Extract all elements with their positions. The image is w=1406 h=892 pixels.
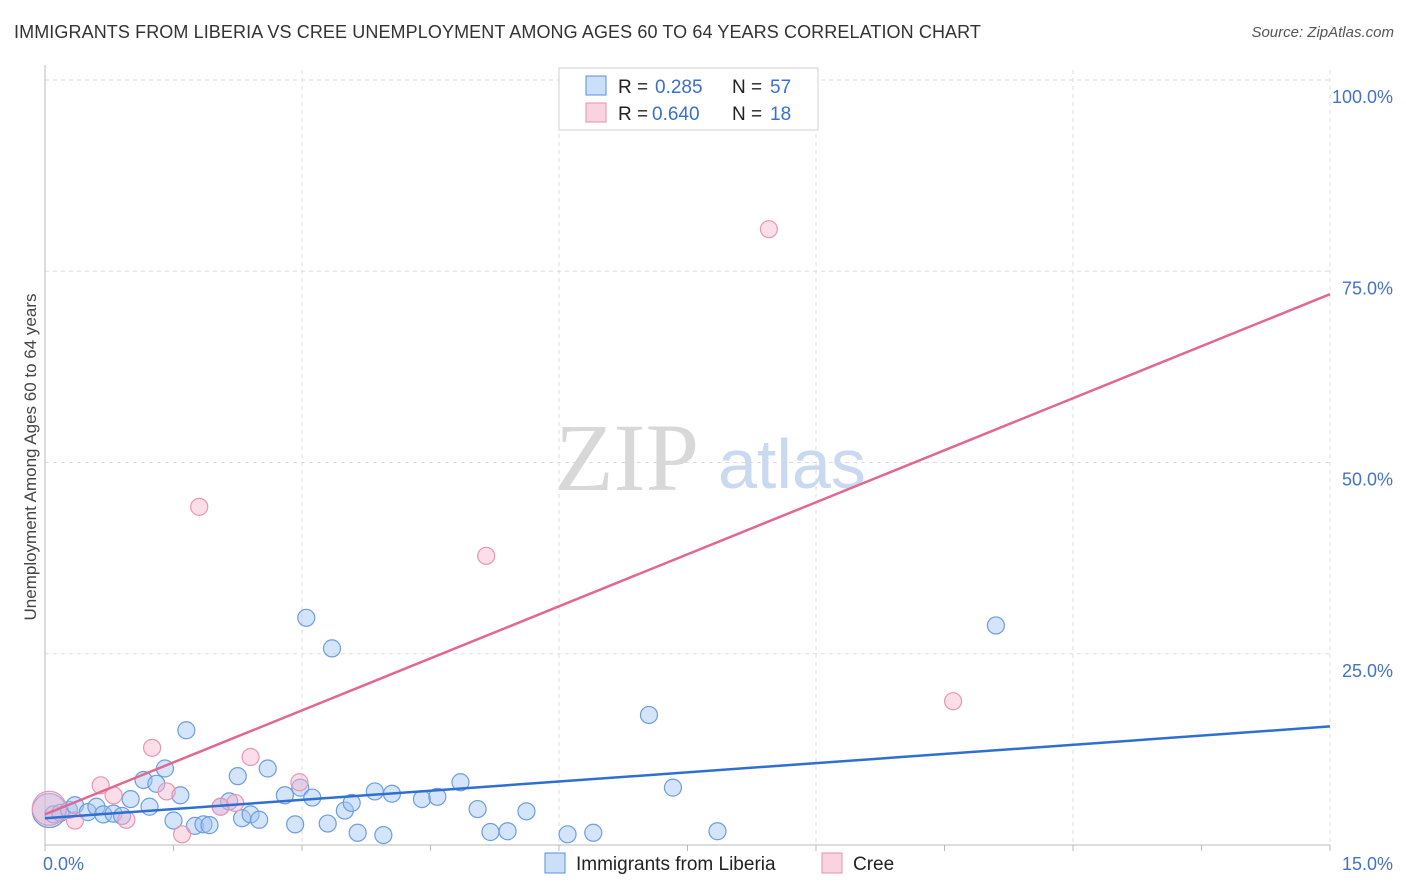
chart-title: IMMIGRANTS FROM LIBERIA VS CREE UNEMPLOY… (14, 22, 982, 42)
liberia-point (194, 815, 213, 834)
liberia-trend-line (44, 725, 1331, 820)
liberia-point (322, 639, 342, 658)
legend-n-label-blue: N = (732, 77, 762, 98)
liberia-point (121, 789, 140, 809)
legend-r-label-pink: R = (618, 104, 648, 125)
cree-point (759, 220, 778, 239)
liberia-point (428, 787, 447, 806)
y-tick-label: 50.0% (1342, 470, 1393, 490)
liberia-point (498, 822, 517, 841)
liberia-point (374, 825, 393, 845)
x-tick-label: 0.0% (43, 854, 84, 874)
liberia-point (275, 786, 294, 805)
liberia-point (228, 767, 247, 786)
legend-r-value-pink: 0.640 (652, 104, 700, 125)
liberia-point (258, 759, 277, 778)
cree-point (172, 825, 192, 844)
liberia-point (335, 801, 354, 820)
data-points (31, 220, 1006, 845)
cree-point (190, 497, 209, 516)
watermark-atlas: atlas (718, 425, 866, 503)
y-tick-label: 75.0% (1342, 278, 1393, 298)
cree-point (142, 738, 162, 757)
liberia-point (318, 814, 337, 833)
legend-n-value-blue: 57 (770, 77, 791, 98)
liberia-point (365, 782, 384, 801)
cree-point (290, 773, 309, 792)
cree-point (477, 546, 496, 565)
legend-n-label-pink: N = (732, 104, 762, 125)
cree-trend-line (44, 293, 1331, 816)
liberia-point (147, 774, 166, 793)
liberia-point (297, 608, 316, 627)
axes (44, 65, 1331, 851)
liberia-point (140, 797, 159, 816)
liberia-point (241, 805, 260, 824)
liberia-point (584, 823, 603, 842)
liberia-point (348, 823, 367, 842)
series-legend-label-pink: Cree (853, 854, 894, 875)
tick-labels: 25.0% 50.0% 75.0% 100.0% 0.0% 15.0% (43, 87, 1393, 874)
liberia-point (663, 778, 683, 797)
liberia-point (171, 786, 190, 805)
liberia-point (481, 822, 500, 842)
legend-n-value-pink: 18 (770, 104, 791, 125)
liberia-point (517, 802, 536, 821)
liberia-point (200, 816, 219, 835)
liberia-point (250, 810, 269, 829)
liberia-point (986, 616, 1006, 635)
liberia-point (342, 793, 361, 813)
x-tick-label: 15.0% (1342, 854, 1393, 874)
liberia-point (291, 778, 310, 797)
y-axis-label: Unemployment Among Ages 60 to 64 years (21, 294, 40, 621)
liberia-point (164, 811, 183, 830)
y-tick-label: 25.0% (1342, 661, 1393, 681)
cree-point (241, 747, 260, 767)
cree-point (226, 793, 245, 813)
watermark-zip: ZIP (555, 404, 699, 511)
liberia-point (451, 773, 470, 792)
series-legend: Immigrants from Liberia Cree (544, 852, 894, 875)
liberia-point (286, 815, 305, 834)
legend-swatch-pink (585, 102, 607, 123)
trend-lines (44, 293, 1331, 820)
liberia-point (412, 789, 432, 809)
series-legend-swatch-blue (544, 852, 566, 874)
liberia-point (468, 799, 487, 819)
series-legend-label-blue: Immigrants from Liberia (576, 854, 776, 875)
legend-r-value-blue: 0.285 (655, 77, 703, 98)
legend-swatch-blue (585, 75, 607, 96)
stats-legend: R = 0.285 N = 57 R = 0.640 N = 18 (558, 67, 819, 131)
source-label: Source: ZipAtlas.com (1251, 24, 1394, 41)
liberia-point (177, 721, 196, 740)
series-legend-swatch-pink (821, 852, 843, 874)
liberia-point (708, 822, 727, 841)
cree-point (943, 692, 963, 711)
liberia-point (558, 825, 577, 844)
y-tick-label: 100.0% (1332, 87, 1393, 107)
watermark: ZIP atlas (555, 404, 866, 511)
cree-point (157, 782, 176, 801)
liberia-point (639, 705, 659, 725)
legend-r-label-blue: R = (618, 77, 648, 98)
